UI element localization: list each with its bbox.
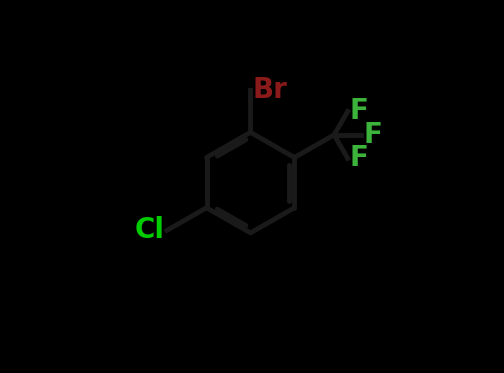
Text: F: F <box>363 121 382 149</box>
Text: F: F <box>350 144 368 172</box>
Text: Cl: Cl <box>135 216 165 244</box>
Text: F: F <box>350 97 368 125</box>
Text: Br: Br <box>253 76 287 104</box>
